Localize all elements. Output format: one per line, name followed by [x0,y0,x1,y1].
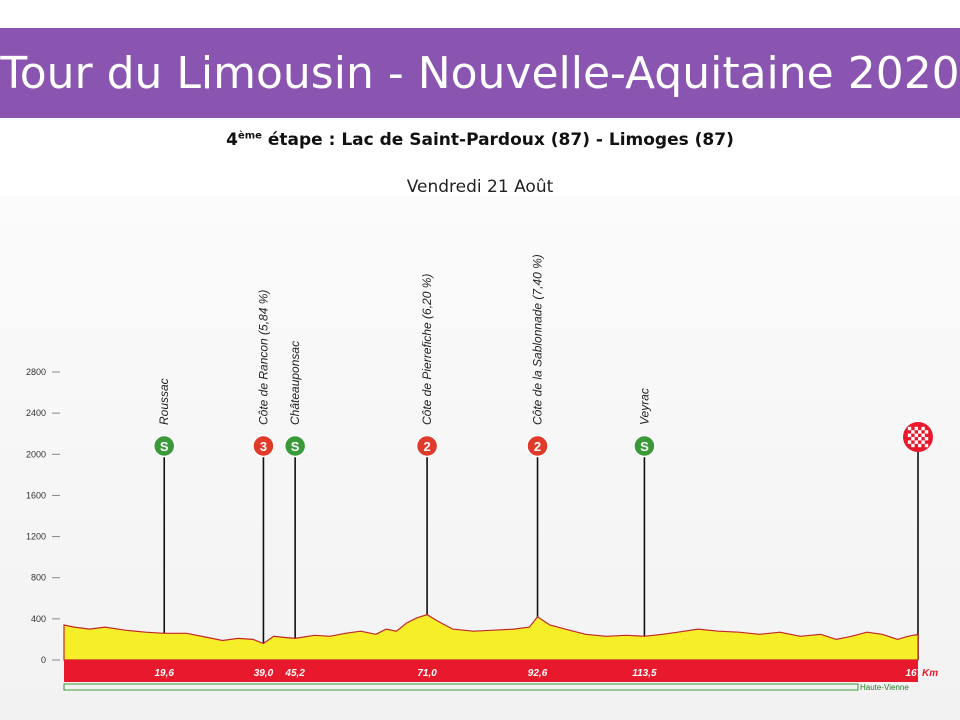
point-name: Châteauponsac [288,341,302,425]
sprint-badge-label: S [640,439,649,454]
finish-check [921,440,925,444]
finish-check [907,440,912,444]
y-tick-label: 1600 [26,490,46,500]
km-label: 19,6 [154,668,174,679]
point-name: Côte de la Sablonnade (7,40 %) [531,254,545,425]
y-tick-label: 1200 [26,532,46,542]
y-tick-label: 2800 [26,367,46,377]
climb-badge-label: 3 [260,439,267,454]
y-axis: 0 400 800 1200 1600 2000 2400 2800 [26,367,60,665]
climb-badge-label: 2 [534,439,541,454]
region-band [63,683,859,691]
sprint-badge [283,434,307,458]
point-name: Côte de Rancon (5,84 %) [256,290,270,425]
finish-check [921,433,925,437]
stage-route: étape : Lac de Saint-Pardoux (87) - Limo… [261,130,734,150]
finish-check [918,443,922,448]
y-tick-label: 400 [31,614,46,624]
km-band [64,660,918,682]
stage-ordinal-suffix: ème [237,130,262,142]
sprint-badge [633,434,656,458]
y-tick-label: 800 [31,573,46,583]
climb-badge [252,434,275,458]
finish-check [918,430,922,434]
finish-check [911,443,915,448]
finish-check [914,433,918,437]
stage-number: 4 [226,130,238,150]
finish-check [914,440,918,444]
finish-check [911,430,915,434]
stage-date: Vendredi 21 Août [406,177,554,197]
finish-check [921,426,925,431]
y-tick-label: 0 [41,655,46,665]
finish-check [924,430,929,434]
title-banner: Tour du Limousin - Nouvelle-Aquitaine 20… [0,28,960,118]
point-name: Veyrac [637,388,651,425]
sprint-badge-label: S [291,439,300,454]
terrain-layer [63,614,919,661]
y-tick-label: 2400 [26,408,46,418]
sprint-badge-label: S [160,439,169,454]
finish-check [914,426,918,431]
point-markers: S Roussac 3 Côte de Rancon (5,84 %) S Château… [152,254,933,660]
km-label: 71,0 [417,668,437,679]
finish-check [918,437,922,441]
km-label: 113,5 [632,668,657,679]
finish-check [911,437,915,441]
km-label: 39,0 [254,668,274,679]
climb-badge [526,434,549,458]
climb-badge [415,434,439,458]
stage-subtitle: 4ème étape : Lac de Saint-Pardoux (87) -… [0,130,960,150]
finish-check [907,433,912,437]
climb-badge-label: 2 [423,439,430,454]
finish-check [924,437,929,441]
base-bands: 19,6 39,0 45,2 71,0 92,6 113,5 167,0Km Haute-Vi… [63,660,938,692]
point-name: Côte de Pierrefiche (6,20 %) [420,274,434,425]
km-label: 167,0 [905,668,930,679]
page-title: Tour du Limousin - Nouvelle-Aquitaine 20… [0,47,960,99]
region-label: Haute-Vienne [860,683,909,692]
y-tick-label: 2000 [26,449,46,459]
km-label: 92,6 [528,668,548,679]
km-label: 45,2 [284,668,305,679]
finish-check [907,426,912,431]
terrain-area [63,614,919,661]
finish-check [924,443,929,448]
finish-flag-icon [903,422,933,452]
point-name: Roussac [157,378,171,425]
unit-label: Km [922,668,938,679]
sprint-badge [152,434,176,458]
